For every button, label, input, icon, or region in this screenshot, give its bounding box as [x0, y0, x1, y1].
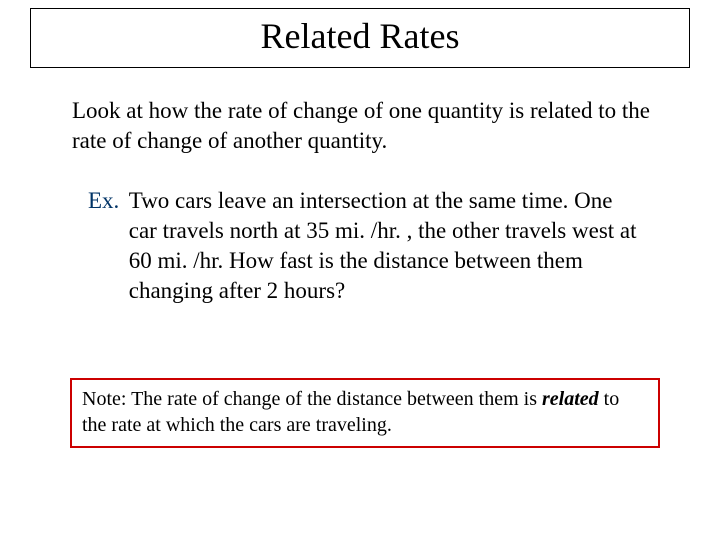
title-box: Related Rates [30, 8, 690, 68]
intro-paragraph: Look at how the rate of change of one qu… [72, 96, 652, 156]
example-label: Ex. [88, 186, 123, 216]
example-block: Ex. Two cars leave an intersection at th… [88, 186, 658, 306]
note-italic: related [542, 388, 599, 410]
page-title: Related Rates [31, 15, 689, 57]
example-body: Two cars leave an intersection at the sa… [129, 186, 639, 306]
note-prefix: Note: The rate of change of the distance… [82, 388, 542, 410]
note-box: Note: The rate of change of the distance… [70, 378, 660, 448]
